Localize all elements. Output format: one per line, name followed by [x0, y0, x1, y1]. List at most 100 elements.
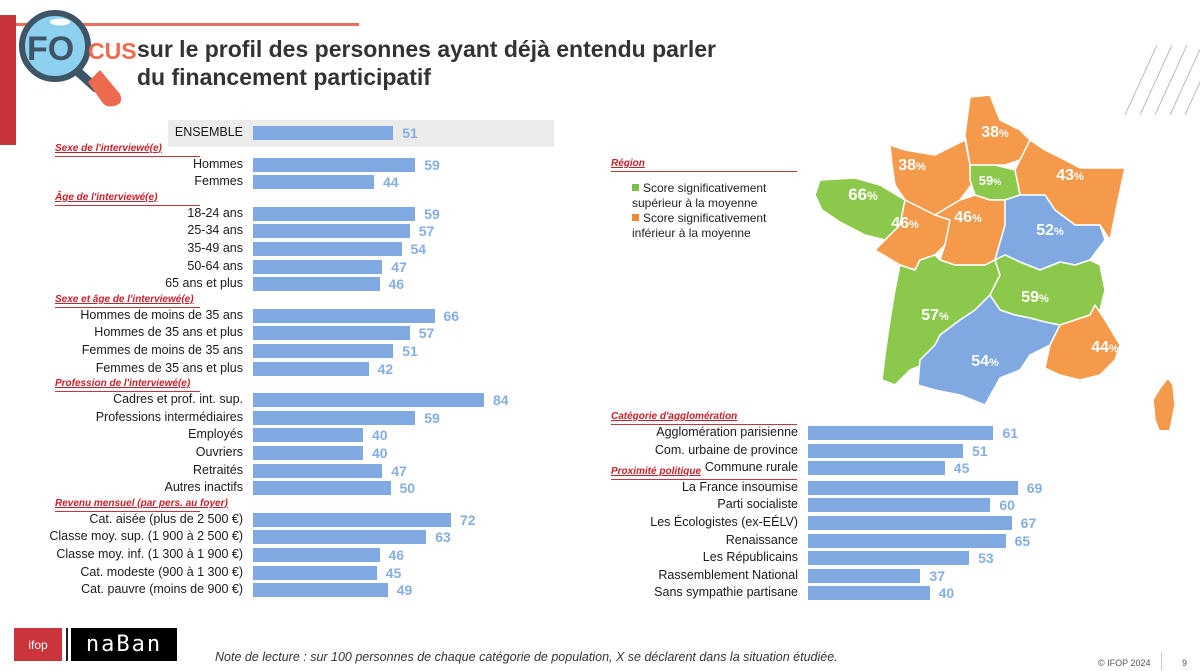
- bar: [808, 568, 921, 583]
- bar-label: Femmes: [194, 174, 243, 189]
- map-region-value: 54%: [971, 353, 999, 370]
- percent-suffix: %: [867, 189, 878, 203]
- section-rule: [611, 424, 797, 425]
- bar-value: 72: [460, 511, 476, 528]
- percent-suffix: %: [1074, 171, 1084, 183]
- percent-suffix: %: [999, 128, 1009, 140]
- percent-suffix: %: [1109, 343, 1119, 355]
- bar-value: 60: [999, 497, 1015, 514]
- percent-suffix: %: [939, 311, 949, 323]
- focus-magnifier-icon: FO CUS: [19, 10, 137, 107]
- map-region-value: 46%: [891, 215, 919, 232]
- section-rule: [55, 391, 200, 393]
- region-section-header: Région: [611, 158, 645, 169]
- percent-suffix: %: [972, 213, 982, 225]
- bar: [253, 583, 388, 598]
- bar: [253, 277, 380, 292]
- bar-label: Cadres et prof. int. sup.: [113, 392, 243, 407]
- bar: [253, 565, 377, 580]
- bar: [808, 480, 1018, 495]
- decorative-hatch: [1124, 44, 1200, 116]
- region-section-rule: [611, 171, 797, 172]
- bar: [253, 481, 391, 496]
- bar-value: 59: [424, 156, 440, 173]
- bar-label: La France insoumise: [681, 479, 798, 494]
- map-region-value: 59%: [979, 173, 1001, 188]
- bar: [808, 516, 1012, 530]
- map-legend: Score significativement supérieur à la m…: [632, 181, 782, 241]
- bar-label: Agglomération parisienne: [656, 425, 798, 439]
- bar-value: 69: [1026, 479, 1043, 496]
- bar: [253, 326, 410, 341]
- bar-value: 67: [1020, 515, 1037, 531]
- section-header: Sexe de l'interviewé(e): [55, 142, 162, 154]
- percent-suffix: %: [916, 161, 926, 173]
- bar: [253, 157, 416, 172]
- bar: [253, 428, 363, 443]
- bar-label: Cat. pauvre (moins de 900 €): [81, 582, 243, 597]
- section-header: Proximité politique: [611, 465, 702, 477]
- footer-divider: [1161, 652, 1162, 670]
- title-line-2: du financement participatif: [137, 64, 431, 90]
- bar: [253, 530, 427, 545]
- bar-label: 35-49 ans: [187, 241, 243, 255]
- bar: [808, 498, 991, 513]
- bar-label: Cat. modeste (900 à 1 300 €): [80, 564, 243, 579]
- region-corse: [1152, 377, 1176, 430]
- bar: [808, 426, 994, 440]
- bar-label: Commune rurale: [704, 460, 798, 475]
- bar-label: 25-34 ans: [187, 223, 243, 238]
- bar-value: 45: [953, 460, 970, 477]
- bar-value: 50: [399, 480, 416, 497]
- bar-label: Les Républicains: [702, 550, 798, 565]
- bar: [253, 463, 383, 478]
- bar-label: Sans sympathie partisane: [654, 585, 798, 600]
- bar: [808, 443, 964, 458]
- bar-value: 61: [1002, 425, 1019, 441]
- bar-value: 46: [388, 547, 405, 563]
- bar-value: 59: [424, 205, 440, 222]
- bar-value: 51: [402, 343, 418, 359]
- bar: [253, 308, 435, 323]
- bar-label: Hommes: [192, 156, 243, 171]
- bar-label: Ouvriers: [195, 445, 243, 459]
- logo-separator: [66, 628, 68, 661]
- bar-label: Com. urbaine de province: [654, 442, 798, 457]
- bar-label: Femmes de moins de 35 ans: [81, 343, 243, 357]
- bar-value: 42: [377, 360, 394, 377]
- bar-label: Rassemblement National: [658, 567, 798, 582]
- bar: [253, 242, 402, 256]
- section-header: Âge de l'interviewé(e): [55, 191, 158, 203]
- bar-value: 40: [372, 427, 388, 444]
- percent-suffix: %: [1039, 293, 1049, 305]
- map-region-value: 38%: [898, 157, 926, 174]
- section-rule: [55, 306, 200, 308]
- bar-label: 18-24 ans: [187, 205, 243, 220]
- bar: [253, 393, 484, 408]
- legend-swatch-green: [632, 184, 639, 191]
- region-paca: [1044, 304, 1121, 381]
- map-region-value: 43%: [1056, 167, 1084, 184]
- bar: [808, 551, 970, 566]
- section-header: Sexe et âge de l'interviewé(e): [55, 293, 194, 305]
- bar-value: 40: [372, 445, 388, 461]
- bar-value: 46: [388, 276, 405, 293]
- bar-label: 65 ans et plus: [165, 276, 243, 291]
- bar-value: 49: [396, 582, 413, 599]
- bar-value: 66: [443, 307, 460, 324]
- bar: [253, 446, 363, 460]
- map-region-value: 38%: [981, 124, 1009, 141]
- bar-value: 44: [383, 174, 399, 191]
- bar-label: Les Écologistes (ex-EÉLV): [650, 515, 798, 529]
- bar: [808, 586, 930, 601]
- ifop-logo: ifop: [14, 628, 62, 661]
- bar-label: Parti socialiste: [717, 497, 798, 512]
- map-region-value: 59%: [1021, 289, 1049, 306]
- bar-label: Hommes de 35 ans et plus: [94, 325, 243, 340]
- section-rule: [55, 204, 200, 206]
- bar-value: 63: [435, 529, 451, 546]
- bar-label: Cat. aisée (plus de 2 500 €): [89, 511, 243, 526]
- map-region-value: 57%: [921, 307, 949, 324]
- percent-suffix: %: [1054, 226, 1064, 238]
- bar: [253, 224, 410, 239]
